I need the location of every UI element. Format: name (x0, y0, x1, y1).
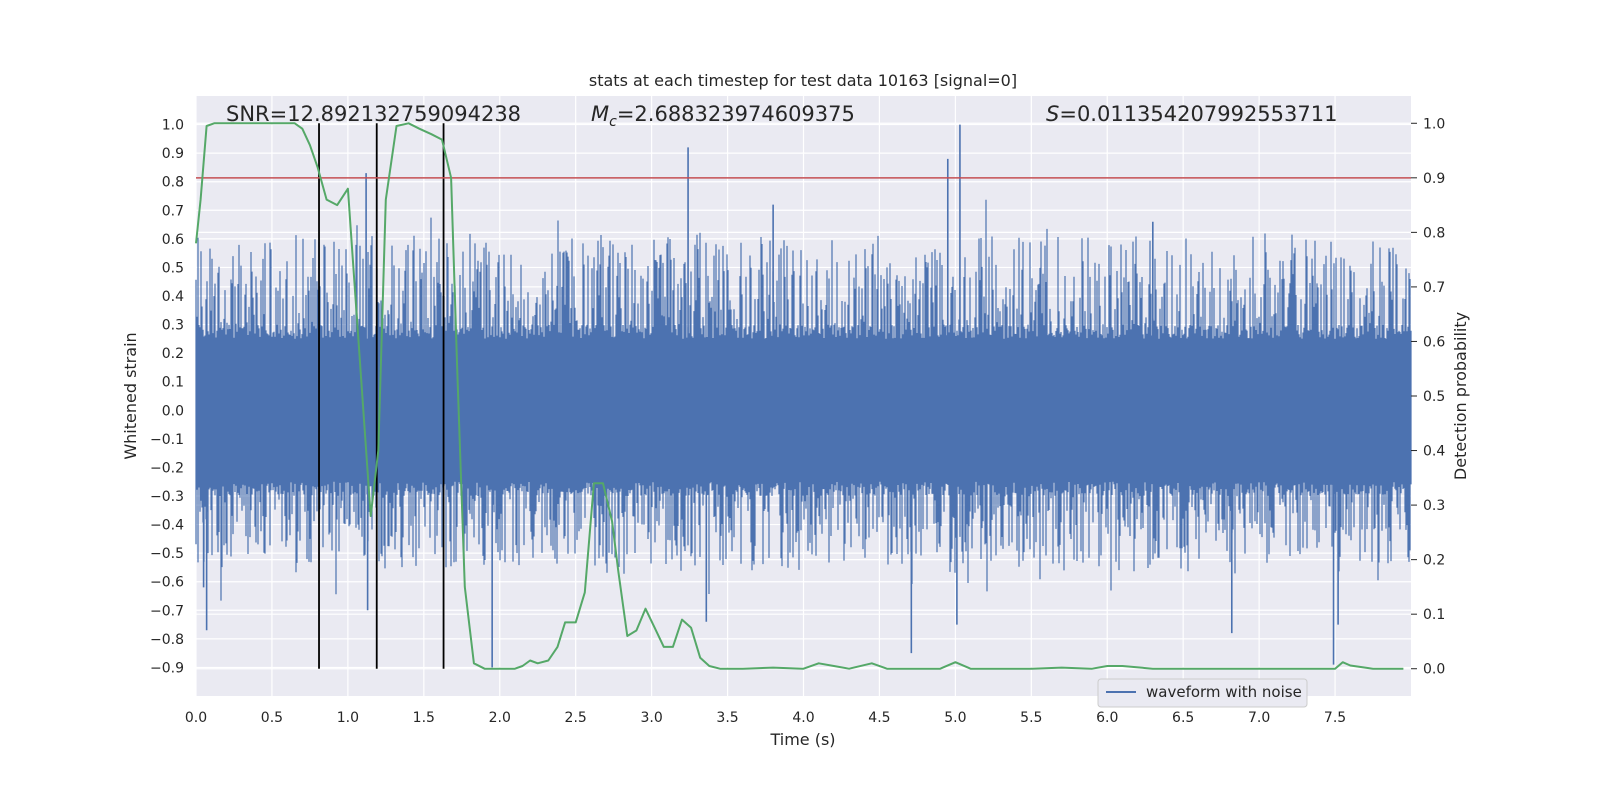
y-tick-label: −0.7 (150, 603, 184, 619)
x-tick-label: 5.5 (1020, 710, 1042, 726)
waveform-noise (195, 199, 1412, 601)
x-tick-label: 1.0 (337, 710, 359, 726)
waveform-series (195, 124, 1412, 668)
x-axis-ticks: 0.0 0.5 1.0 1.5 2.0 2.5 3.0 3.5 4.0 4.5 5.0 5.5 6.0 6… (185, 710, 1346, 726)
y-tick-label: 1.0 (162, 118, 184, 134)
x-tick-label: 7.0 (1248, 710, 1270, 726)
x-tick-label: 3.5 (716, 710, 738, 726)
probability-line (195, 122, 1404, 670)
x-tick-label: 1.5 (413, 710, 435, 726)
y2-tick-label: 0.0 (1423, 662, 1445, 678)
y2-tick-label: 0.2 (1423, 553, 1445, 569)
x-tick-label: 7.5 (1324, 710, 1346, 726)
chart-title: stats at each timestep for test data 101… (589, 71, 1017, 90)
annotation-mc: Mc=2.688323974609375 (591, 102, 855, 130)
y-tick-label: 0.9 (162, 146, 184, 162)
y-tick-label: 0.2 (162, 346, 184, 362)
legend-label: waveform with noise (1146, 683, 1302, 701)
x-tick-label: 5.0 (944, 710, 966, 726)
y-tick-label: −0.8 (150, 632, 184, 648)
y2-tick-label: 0.6 (1423, 334, 1445, 350)
y2-tick-label: 0.7 (1423, 280, 1445, 296)
x-tick-label: 6.0 (1096, 710, 1118, 726)
y2-axis-ticks: 0.0 0.1 0.2 0.3 0.4 0.5 0.6 0.7 0.8 0.9 1.0 (1411, 116, 1445, 678)
x-tick-label: 0.0 (185, 710, 207, 726)
probability-series (195, 122, 1404, 670)
y-tick-label: −0.6 (150, 575, 184, 591)
x-tick-label: 0.5 (261, 710, 283, 726)
y-tick-label: 0.8 (162, 175, 184, 191)
y-tick-label: −0.2 (150, 460, 184, 476)
y-tick-label: 0.3 (162, 318, 184, 334)
y-tick-label: 0.7 (162, 203, 184, 219)
y-tick-label: −0.4 (150, 518, 184, 534)
legend: waveform with noise (1097, 678, 1308, 708)
y-tick-label: −0.9 (150, 660, 184, 676)
y2-tick-label: 0.1 (1423, 607, 1445, 623)
y-tick-label: −0.1 (150, 432, 184, 448)
y-axis-ticks: −0.9 −0.8 −0.7 −0.6 −0.5 −0.4 −0.3 −0.2 −0.1 0.0 0… (150, 118, 184, 677)
annotation-snr: SNR=12.892132759094238 (226, 102, 521, 126)
x-tick-label: 3.0 (640, 710, 662, 726)
legend-box (1097, 678, 1308, 708)
y-tick-label: 0.5 (162, 260, 184, 276)
y2-tick-label: 0.8 (1423, 225, 1445, 241)
annotation-s: S=0.011354207992553711 (1046, 102, 1337, 126)
x-tick-label: 2.5 (565, 710, 587, 726)
y-tick-label: 0.1 (162, 375, 184, 391)
y-tick-label: −0.5 (150, 546, 184, 562)
y2-tick-label: 0.4 (1423, 444, 1445, 460)
y-tick-label: 0.6 (162, 232, 184, 248)
y2-axis-label: Detection probability (1451, 312, 1470, 480)
y-axis-label: Whitened strain (121, 332, 140, 459)
y2-tick-label: 0.5 (1423, 389, 1445, 405)
y2-tick-label: 1.0 (1423, 116, 1445, 132)
annotation-s-value: =0.011354207992553711 (1059, 102, 1337, 126)
y-tick-label: 0.0 (162, 403, 184, 419)
y2-tick-label: 0.9 (1423, 171, 1445, 187)
x-axis-label: Time (s) (769, 730, 835, 749)
x-tick-label: 2.0 (489, 710, 511, 726)
y2-tick-label: 0.3 (1423, 498, 1445, 514)
y-tick-label: 0.4 (162, 289, 184, 305)
x-tick-label: 4.0 (792, 710, 814, 726)
x-tick-label: 6.5 (1172, 710, 1194, 726)
x-tick-label: 4.5 (868, 710, 890, 726)
y-tick-label: −0.3 (150, 489, 184, 505)
vertical-lines (318, 123, 445, 669)
annotation-mc-value: =2.688323974609375 (617, 102, 855, 126)
